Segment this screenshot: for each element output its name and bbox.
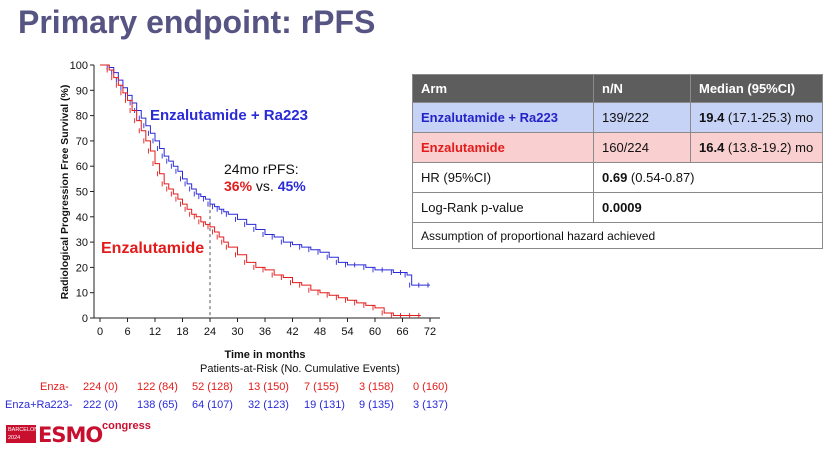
x-tick-label: 48	[314, 326, 326, 338]
combo-km-curve	[100, 64, 430, 286]
row-hr: HR (95%CI) 0.69 (0.54-0.87)	[412, 162, 823, 193]
risk-cell: 19 (131)	[304, 399, 345, 411]
x-tick-label: 72	[424, 326, 436, 338]
row-logrank: Log-Rank p-value 0.0009	[412, 192, 823, 223]
y-tick-label: 50	[76, 187, 88, 199]
logo-city: BARCELONA 2024	[6, 425, 42, 443]
row-note: Assumption of proportional hazard achiev…	[412, 222, 823, 249]
y-tick-label: 30	[76, 237, 88, 249]
x-tick-label: 66	[396, 326, 408, 338]
y-tick-label: 70	[76, 136, 88, 148]
risk-cell: 32 (123)	[248, 399, 289, 411]
row-enza: Enzalutamide 160/224 16.4 (13.8-19.2) mo	[412, 132, 823, 163]
risk-cell: 138 (65)	[137, 399, 178, 411]
risk-cell: 222 (0)	[83, 399, 118, 411]
risk-cell: 122 (84)	[137, 381, 178, 393]
header-nn: n/N	[593, 74, 691, 103]
x-tick-label: 42	[286, 326, 298, 338]
y-tick-label: 80	[76, 111, 88, 123]
risk-cell: 3 (137)	[413, 399, 448, 411]
header-arm: Arm	[412, 74, 594, 103]
rpfs-combo-value: 45%	[277, 178, 306, 194]
y-axis-label: Radiological Progression Free Survival (…	[59, 85, 71, 300]
logrank-value: 0.0009	[593, 192, 823, 223]
combo-curve-label: Enzalutamide + Ra223	[150, 107, 308, 124]
risk-cell: 9 (135)	[359, 399, 394, 411]
logo-brand: ESMO	[38, 423, 103, 447]
risk-row-label: Enza-	[40, 381, 69, 393]
y-tick-label: 40	[76, 212, 88, 224]
hr-point: 0.69	[602, 170, 628, 185]
x-tick-label: 60	[369, 326, 381, 338]
x-tick-label: 6	[124, 326, 130, 338]
x-tick-label: 0	[97, 326, 103, 338]
enza-km-curve	[100, 64, 421, 316]
risk-cell: 52 (128)	[192, 381, 233, 393]
slide-title: Primary endpoint: rPFS	[18, 4, 376, 40]
arm-name: Enzalutamide + Ra223	[412, 102, 594, 133]
rpfs-vs: vs.	[255, 178, 274, 194]
risk-cell: 7 (155)	[304, 381, 339, 393]
results-header-row: Arm n/N Median (95%CI)	[412, 74, 823, 103]
x-axis-label: Time in months	[224, 349, 305, 361]
risk-cell: 13 (150)	[248, 381, 289, 393]
y-tick-label: 0	[82, 313, 88, 325]
y-tick-label: 20	[76, 262, 88, 274]
header-median: Median (95%CI)	[690, 74, 823, 103]
arm-nn: 139/222	[593, 102, 691, 133]
logo-suffix: congress	[102, 420, 151, 432]
risk-row-label: Enza+Ra223-	[5, 399, 73, 411]
risk-table-title: Patients-at-Risk (No. Cumulative Events)	[200, 363, 400, 375]
hr-label: HR (95%CI)	[412, 162, 594, 193]
rpfs-enza-value: 36%	[224, 178, 253, 194]
logrank-p: 0.0009	[602, 200, 642, 215]
arm-median: 19.4 (17.1-25.3) mo	[690, 102, 823, 133]
x-tick-label: 30	[231, 326, 243, 338]
median-ci: (13.8-19.2) mo	[724, 140, 814, 155]
median-value: 19.4	[699, 110, 725, 125]
risk-cell: 64 (107)	[192, 399, 233, 411]
row-combo: Enzalutamide + Ra223 139/222 19.4 (17.1-…	[412, 102, 823, 133]
x-tick-label: 12	[149, 326, 161, 338]
x-tick-label: 18	[176, 326, 188, 338]
risk-cell: 3 (158)	[359, 381, 394, 393]
rpfs-24mo-annotation: 24mo rPFS: 36% vs. 45%	[224, 161, 306, 195]
rpfs-label: 24mo rPFS:	[224, 161, 299, 177]
results-table: Arm n/N Median (95%CI) Enzalutamide + Ra…	[412, 74, 823, 249]
arm-nn: 160/224	[593, 132, 691, 163]
x-tick-label: 24	[204, 326, 216, 338]
logrank-label: Log-Rank p-value	[412, 192, 594, 223]
hr-value: 0.69 (0.54-0.87)	[593, 162, 823, 193]
y-tick-label: 10	[76, 288, 88, 300]
median-value: 16.4	[699, 140, 725, 155]
ph-note: Assumption of proportional hazard achiev…	[412, 222, 823, 249]
median-ci: (17.1-25.3) mo	[724, 110, 814, 125]
risk-cell: 224 (0)	[83, 381, 118, 393]
y-tick-label: 90	[76, 85, 88, 97]
hr-ci: (0.54-0.87)	[627, 170, 695, 185]
y-tick-label: 100	[70, 60, 88, 72]
x-tick-label: 36	[259, 326, 271, 338]
x-tick-label: 54	[341, 326, 353, 338]
enza-curve-label: Enzalutamide	[101, 240, 205, 257]
y-tick-label: 60	[76, 161, 88, 173]
arm-name: Enzalutamide	[412, 132, 594, 163]
arm-median: 16.4 (13.8-19.2) mo	[690, 132, 823, 163]
risk-cell: 0 (160)	[413, 381, 448, 393]
